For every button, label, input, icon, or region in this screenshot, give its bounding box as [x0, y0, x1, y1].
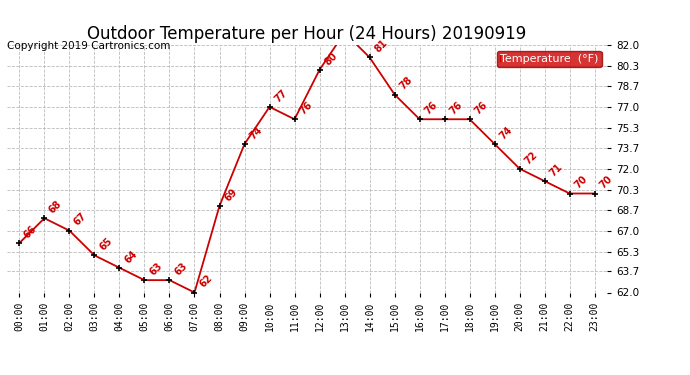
Text: 76: 76	[473, 100, 489, 117]
Text: 71: 71	[547, 162, 564, 178]
Text: 66: 66	[22, 224, 39, 240]
Text: 77: 77	[273, 87, 289, 104]
Text: 69: 69	[222, 186, 239, 203]
Text: 74: 74	[247, 124, 264, 141]
Text: 76: 76	[297, 100, 314, 117]
Text: Copyright 2019 Cartronics.com: Copyright 2019 Cartronics.com	[7, 41, 170, 51]
Text: 76: 76	[422, 100, 439, 117]
Legend: Temperature  (°F): Temperature (°F)	[497, 51, 602, 67]
Text: 78: 78	[397, 75, 414, 92]
Text: 80: 80	[322, 50, 339, 67]
Text: 83: 83	[0, 374, 1, 375]
Text: 76: 76	[447, 100, 464, 117]
Title: Outdoor Temperature per Hour (24 Hours) 20190919: Outdoor Temperature per Hour (24 Hours) …	[88, 26, 526, 44]
Text: 81: 81	[373, 38, 389, 55]
Text: 63: 63	[172, 261, 189, 278]
Text: 64: 64	[122, 248, 139, 265]
Text: 63: 63	[147, 261, 164, 278]
Text: 70: 70	[573, 174, 589, 191]
Text: 67: 67	[72, 211, 89, 228]
Text: 70: 70	[598, 174, 614, 191]
Text: 62: 62	[197, 273, 214, 290]
Text: 65: 65	[97, 236, 114, 253]
Text: 68: 68	[47, 199, 64, 216]
Text: 74: 74	[497, 124, 514, 141]
Text: 72: 72	[522, 149, 539, 166]
